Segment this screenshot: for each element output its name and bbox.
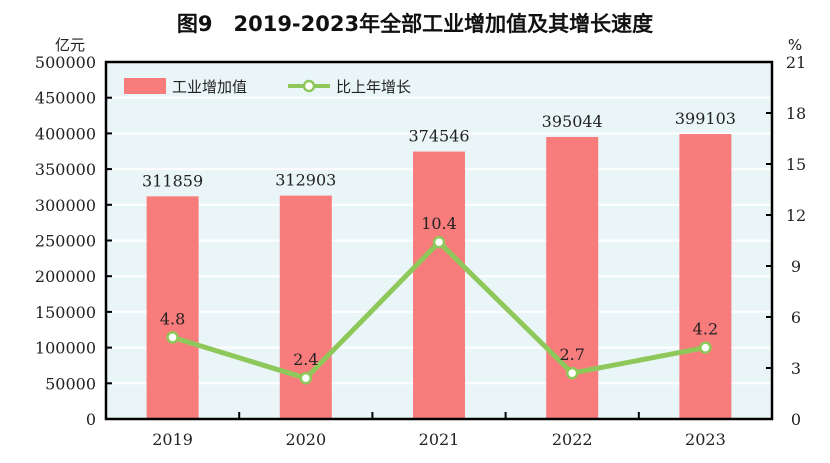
bar-data-label: 399103: [675, 109, 736, 128]
x-tick-label: 2020: [285, 430, 326, 449]
line-data-label: 4.8: [160, 309, 185, 328]
y-left-tick-label: 50000: [45, 374, 96, 393]
growth-point-2022: [565, 366, 579, 380]
y-left-tick-label: 300000: [35, 196, 96, 215]
y-left-label: 亿元: [55, 36, 85, 54]
bar-2021: [413, 151, 465, 419]
y-right-tick-label: 21: [786, 53, 806, 72]
line-data-label: 10.4: [421, 214, 457, 233]
y-left-tick-label: 200000: [35, 267, 96, 286]
growth-point-2019: [166, 331, 179, 344]
line-data-label: 2.7: [559, 345, 584, 364]
y-right-tick-label: 0: [791, 410, 801, 429]
y-right-tick-label: 9: [791, 257, 801, 276]
y-right-tick-label: 15: [786, 155, 806, 174]
y-left-tick-label: 350000: [35, 160, 96, 179]
chart-title: 图9 2019-2023年全部工业增加值及其增长速度: [177, 12, 653, 36]
bar-data-label: 374546: [408, 127, 469, 146]
plot-frame: [104, 60, 774, 421]
legend-line-marker: [302, 79, 316, 93]
line-data-label: 2.4: [293, 350, 318, 369]
legend-line-label: 比上年增长: [336, 78, 411, 96]
y-right-label: %: [788, 36, 802, 54]
y-left-tick-label: 0: [86, 410, 96, 429]
bar-2020: [279, 195, 332, 419]
y-right-tick-label: 3: [791, 359, 801, 378]
y-left-tick-label: 400000: [35, 124, 96, 143]
bar-2023: [679, 134, 732, 419]
y-left-tick-label: 500000: [35, 53, 96, 72]
bar-data-label: 311859: [142, 171, 203, 190]
bar-data-label: 312903: [275, 171, 336, 190]
legend-bar-label: 工业增加值: [172, 78, 247, 96]
y-right-tick-label: 18: [786, 104, 806, 123]
x-tick-label: 2021: [419, 430, 460, 449]
y-right-tick-label: 12: [786, 206, 806, 225]
growth-point-2020: [299, 371, 313, 385]
y-left-tick-label: 100000: [35, 339, 96, 358]
y-right-tick-label: 6: [791, 308, 801, 327]
bar-data-label: 395044: [542, 112, 603, 131]
y-left-tick-label: 450000: [35, 89, 96, 108]
x-tick-label: 2023: [685, 430, 726, 449]
growth-point-2021: [432, 235, 446, 249]
y-left-tick-label: 150000: [35, 303, 96, 322]
x-tick-label: 2022: [552, 430, 593, 449]
bar-2019: [146, 196, 199, 419]
x-tick-label: 2019: [152, 430, 193, 449]
line-data-label: 4.2: [693, 320, 718, 339]
growth-point-2023: [699, 341, 712, 354]
legend-bar-swatch: [124, 78, 166, 94]
y-left-tick-label: 250000: [35, 232, 96, 251]
